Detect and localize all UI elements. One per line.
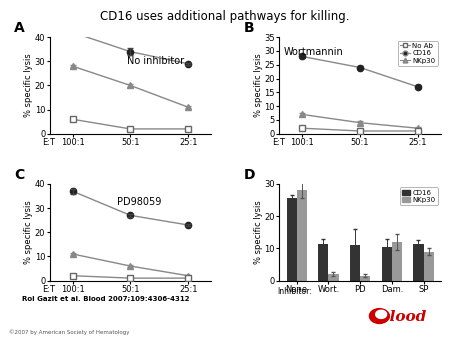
Text: Inhibitor:: Inhibitor: xyxy=(278,287,312,296)
Y-axis label: % specific lysis: % specific lysis xyxy=(24,54,33,117)
Bar xyxy=(287,198,297,281)
Legend: CD16, NKp30: CD16, NKp30 xyxy=(400,188,437,205)
Y-axis label: % specific lysis: % specific lysis xyxy=(254,54,263,117)
Bar xyxy=(360,276,370,281)
Text: PD98059: PD98059 xyxy=(117,197,162,207)
Text: A: A xyxy=(14,21,25,35)
Text: Roi Gazit et al. Blood 2007;109:4306-4312: Roi Gazit et al. Blood 2007;109:4306-431… xyxy=(22,296,190,302)
Text: Wortmannin: Wortmannin xyxy=(284,47,344,56)
Text: E:T: E:T xyxy=(272,138,285,147)
Text: B: B xyxy=(243,21,254,35)
Text: blood: blood xyxy=(379,311,427,324)
Text: CD16 uses additional pathways for killing.: CD16 uses additional pathways for killin… xyxy=(100,10,350,23)
Text: C: C xyxy=(14,168,24,182)
Bar xyxy=(297,190,307,281)
Legend: No Ab, CD16, NKp30: No Ab, CD16, NKp30 xyxy=(398,41,437,66)
Bar xyxy=(423,251,434,281)
Bar xyxy=(392,242,402,281)
Bar xyxy=(382,247,392,281)
Y-axis label: % specific lysis: % specific lysis xyxy=(24,200,33,264)
Bar xyxy=(350,245,360,281)
Bar xyxy=(414,243,423,281)
Bar xyxy=(318,243,328,281)
Text: E:T: E:T xyxy=(43,138,55,147)
Text: No inhibitor: No inhibitor xyxy=(127,56,184,66)
Text: E:T: E:T xyxy=(43,285,55,294)
Y-axis label: % specific lysis: % specific lysis xyxy=(254,200,263,264)
Text: D: D xyxy=(243,168,255,182)
Bar xyxy=(328,274,338,281)
Text: ©2007 by American Society of Hematology: ©2007 by American Society of Hematology xyxy=(9,329,130,335)
